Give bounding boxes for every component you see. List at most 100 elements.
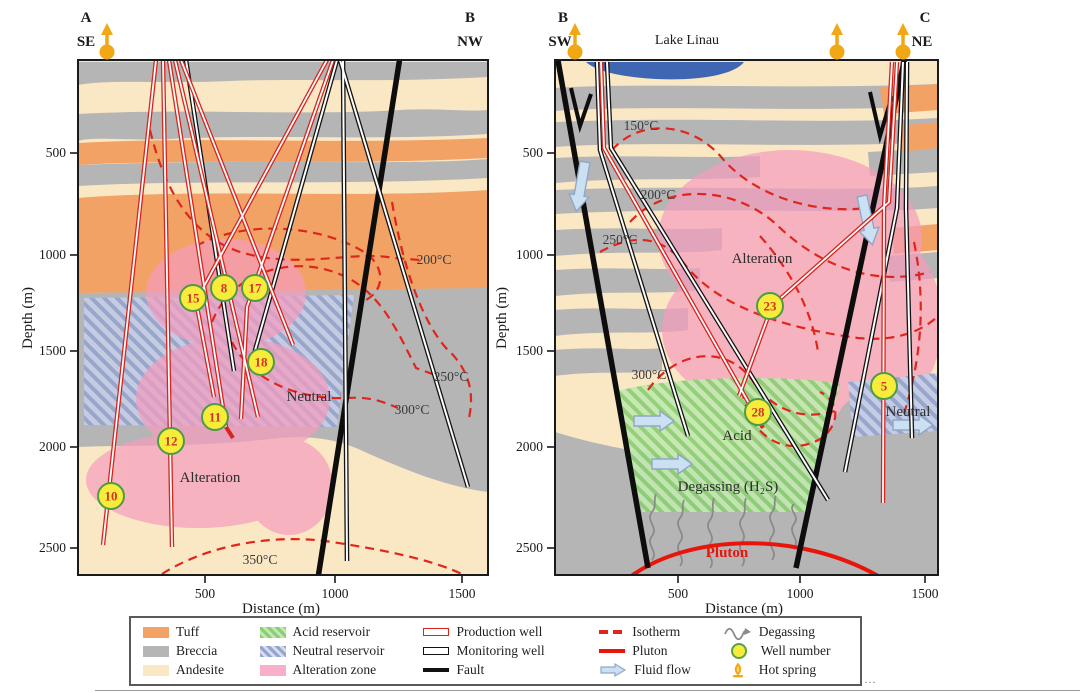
production-wells [100, 60, 336, 548]
legend-item-tuff: Tuff [143, 623, 260, 641]
tuff-swatch [143, 626, 169, 638]
legend-item-well-number: Well number [724, 642, 860, 660]
breccia-swatch [143, 645, 169, 657]
hot-spring-icons [567, 23, 911, 60]
corner-label: SW [548, 34, 571, 50]
panel-left-geology: Neutral Alteration 200°C 250°C 300°C 350… [78, 60, 488, 575]
acid-zone-label: Acid [722, 428, 752, 444]
panel-left-border [77, 59, 489, 576]
isotherm-label-250: 250°C [603, 232, 638, 247]
legend-item-acid-reservoir: Acid reservoir [259, 623, 424, 641]
alteration-zone-label: Alteration [180, 470, 241, 486]
bottom-divider-line [95, 690, 1080, 691]
tick-label: 1500 [912, 586, 939, 601]
legend-label: Andesite [176, 662, 224, 677]
tick-label: 1500 [449, 586, 476, 601]
legend-item-pluton: Pluton [599, 642, 723, 660]
hot-spring-icon [99, 23, 115, 60]
well-number-badges-left: 15 8 17 18 11 12 10 [97, 274, 275, 510]
well-tip [224, 425, 235, 440]
panel-right-border [554, 59, 939, 576]
panel-right: Alteration Acid Degassing (H₂S) Pluton N… [494, 10, 939, 617]
legend-label: Fluid flow [634, 662, 691, 677]
right-depth-axis: 500 1000 1500 2000 2500 Depth (m) [494, 145, 555, 555]
legend-item-fluid-flow: Fluid flow [599, 661, 723, 679]
tick-label: 500 [195, 586, 216, 601]
legend-item-alteration-zone: Alteration zone [259, 661, 424, 679]
tick-label: 500 [523, 145, 544, 160]
cross-section-svg: Neutral Alteration 200°C 250°C 300°C 350… [20, 10, 939, 617]
legend-label: Pluton [632, 643, 668, 658]
legend-item-degassing: Degassing [723, 623, 860, 641]
corner-label: C [920, 10, 931, 26]
right-xlabel: Distance (m) [705, 601, 783, 616]
corner-label: NW [457, 34, 483, 50]
legend-column-lithology: Tuff Breccia Andesite [143, 623, 260, 679]
well-badge: 10 [105, 489, 118, 504]
corner-label: NE [912, 34, 933, 50]
monitoring-wells [594, 61, 915, 502]
fault-icon [423, 667, 450, 673]
legend-column-symbols: Degassing Well number Hot spring [723, 623, 860, 679]
pluton-label: Pluton [706, 545, 749, 561]
alteration-zone-swatch [259, 664, 286, 676]
isotherm-label-200: 200°C [417, 252, 452, 267]
corner-label: A [81, 10, 92, 26]
tick-label: 500 [668, 586, 689, 601]
well-badge: 23 [764, 299, 778, 314]
monitoring-well-icon [423, 647, 450, 655]
tick-label: 2500 [39, 540, 66, 555]
pluton-icon [599, 649, 626, 653]
legend-label: Breccia [176, 643, 218, 658]
tick-label: 1000 [39, 247, 66, 262]
downthrow-mark [569, 87, 593, 134]
legend-label: Degassing [758, 624, 815, 639]
legend-item-production-well: Production well [423, 623, 599, 641]
legend-column-lines: Isotherm Pluton Fluid flow [599, 623, 723, 679]
tick-label: 2000 [39, 439, 66, 454]
well-badge: 11 [209, 410, 221, 425]
well-badge: 18 [255, 355, 269, 370]
legend-label: Acid reservoir [292, 624, 371, 639]
tick-label: 2500 [516, 540, 543, 555]
tick-label: 1000 [787, 586, 814, 601]
legend-column-wells: Production well Monitoring well Fault [423, 623, 599, 679]
legend-label: Isotherm [632, 624, 681, 639]
isotherm-label-150: 150°C [624, 118, 659, 133]
left-distance-axis: 500 1000 1500 Distance (m) [195, 575, 476, 617]
corner-label: B [558, 10, 568, 26]
legend-item-neutral-reservoir: Neutral reservoir [259, 642, 424, 660]
well-badge: 12 [165, 434, 178, 449]
production-wells [598, 61, 900, 504]
well-badge: 15 [187, 291, 201, 306]
legend-item-monitoring-well: Monitoring well [423, 642, 599, 660]
legend-item-hot-spring: Hot spring [724, 661, 860, 679]
left-depth-axis: 500 1000 1500 2000 2500 Depth (m) [20, 145, 78, 555]
panel-left: Neutral Alteration 200°C 250°C 300°C 350… [20, 10, 489, 617]
well-badge: 8 [221, 281, 228, 296]
legend-item-andesite: Andesite [143, 661, 260, 679]
legend-label: Neutral reservoir [292, 643, 385, 658]
isotherm-label-300: 300°C [632, 367, 667, 382]
production-well-icon [423, 628, 450, 636]
lake-body [586, 62, 744, 80]
legend-label: Well number [760, 643, 831, 658]
legend-label: Monitoring well [456, 643, 545, 658]
left-ylabel: Depth (m) [20, 287, 36, 349]
degassing-squiggles [649, 493, 797, 569]
tick-label: 1000 [516, 247, 543, 262]
tick-label: 2000 [516, 439, 543, 454]
tick-label: 1500 [39, 343, 66, 358]
panel-right-geology: Alteration Acid Degassing (H₂S) Pluton N… [555, 60, 938, 575]
tick-label: 1000 [322, 586, 349, 601]
well-number-badges-right: 23 28 5 [744, 292, 898, 426]
fluid-flow-icon [600, 662, 627, 678]
legend-label: Production well [456, 624, 543, 639]
left-xlabel: Distance (m) [242, 601, 320, 616]
legend-label: Tuff [176, 624, 200, 639]
degassing-icon [723, 627, 751, 640]
legend-column-reservoirs: Acid reservoir Neutral reservoir Alterat… [259, 623, 424, 679]
corner-label: SE [77, 34, 95, 50]
andesite-swatch [143, 664, 169, 676]
